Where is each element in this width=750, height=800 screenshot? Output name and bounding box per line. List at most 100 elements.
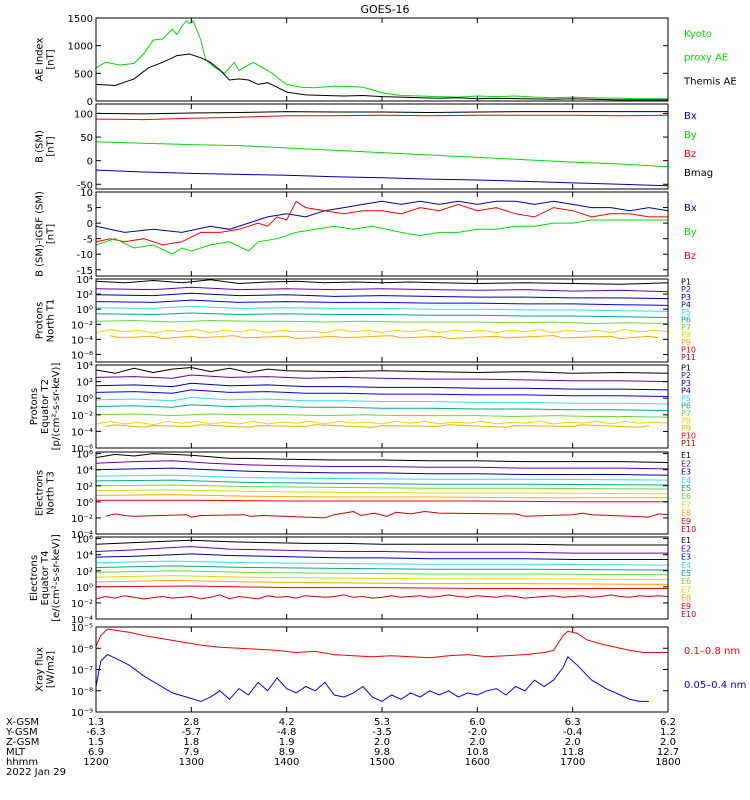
ytick-label: 10⁻² [71, 514, 93, 525]
ylabel-line: North T3 [46, 471, 57, 515]
series-en-8 [96, 500, 668, 502]
ytick-label: 0 [87, 157, 93, 168]
series-dbsm-0 [96, 201, 668, 232]
ylabel-line: [nT] [46, 224, 57, 244]
ytick-label: 10⁴ [76, 466, 93, 477]
legend-item: 0.1–0.8 nm [684, 646, 740, 657]
panel-frame [96, 104, 668, 189]
ytick-label: 10⁶ [76, 535, 93, 546]
panel-pn: 10⁴10²10⁰10⁻²10⁻⁴10⁻⁶Protons North T1P1P2… [35, 275, 697, 362]
series-ee-5 [96, 571, 668, 575]
ylabel-line: Electrons [29, 555, 40, 601]
ytick-label: 10² [76, 567, 93, 578]
legend-item: By [684, 130, 697, 141]
footer-value: 1200 [83, 757, 108, 768]
footer-value: 1500 [369, 757, 394, 768]
series-en-4 [96, 480, 668, 485]
footer-value: 1700 [560, 757, 585, 768]
ytick-label: 10⁻⁷ [71, 666, 93, 677]
legend-item: Bz [684, 149, 696, 160]
ylabel-line: Xray flux [35, 647, 46, 692]
panel-frame [96, 192, 668, 276]
footer-value: 1800 [655, 757, 680, 768]
ytick-label: 10⁰ [76, 305, 93, 316]
ytick-label: -10 [77, 250, 93, 261]
legend-item: Bmag [684, 168, 713, 179]
panel-frame [96, 279, 668, 362]
legend-item: E10 [681, 525, 696, 534]
ylabel-line: North T1 [46, 299, 57, 343]
chart-title: GOES-16 [360, 3, 409, 16]
ytick-label: 500 [74, 69, 93, 80]
series-pn-4 [96, 306, 668, 311]
legend-item: Kyoto [684, 29, 712, 40]
legend-item: Themis AE [683, 76, 737, 87]
ylabel-line: [p/(cm²-s-sr-keV)] [51, 363, 62, 451]
ylabel-line: Electrons [35, 470, 46, 516]
ytick-label: 10² [76, 378, 93, 389]
series-dbsm-1 [96, 201, 668, 245]
series-en-5 [96, 485, 668, 489]
legend-item: Bz [684, 251, 696, 262]
ytick-label: 10² [76, 290, 93, 301]
ytick-label: 10⁻² [71, 411, 93, 422]
ytick-label: 10⁻⁶ [71, 350, 93, 361]
ytick-label: 1500 [68, 14, 93, 25]
ylabel-line: AE Index [35, 37, 46, 81]
series-pn-1 [96, 287, 668, 292]
series-xray-0 [96, 629, 668, 658]
series-pe-1 [96, 375, 668, 382]
ytick-label: 10⁻² [71, 320, 93, 331]
ylabel-line: Protons [35, 302, 46, 339]
series-ee-3 [96, 561, 668, 565]
legend-item: proxy AE [684, 53, 728, 64]
series-bsm-0 [96, 112, 668, 114]
ytick-label: 10 [80, 188, 93, 199]
panel-en: 10⁶10⁴10²10⁰10⁻²10⁻⁴Electrons North T3E1E… [35, 450, 697, 541]
series-pn-6 [96, 321, 668, 324]
ytick-label: 10⁴ [76, 275, 93, 286]
series-pn-3 [96, 300, 668, 305]
legend-item: P11 [681, 353, 696, 362]
ylabel-line: [nT] [46, 49, 57, 69]
series-en-6 [96, 490, 668, 494]
ylabel-line: [nT] [46, 136, 57, 156]
ytick-label: 10⁻⁴ [71, 427, 93, 438]
series-pn-5 [96, 313, 668, 318]
footer-value: 1600 [465, 757, 490, 768]
series-ee-1 [96, 547, 668, 554]
legend-item: 0.05–0.4 nm [684, 680, 746, 691]
panel-ee: 10⁶10⁴10²10⁰10⁻²10⁻⁴Electrons Equator T4[… [29, 534, 696, 626]
series-bsm-2 [96, 142, 668, 167]
ytick-label: 10⁰ [76, 498, 93, 509]
series-pe-7 [96, 421, 668, 424]
panel-bsm: -50050100B (SM) [nT]BxByBzBmag [35, 104, 714, 191]
series-pn-8 [110, 336, 658, 339]
ylabel-line: B (SM) [35, 130, 46, 163]
series-ee-2 [96, 554, 668, 560]
ytick-label: 10⁴ [76, 551, 93, 562]
ytick-label: 10⁻⁶ [71, 644, 93, 655]
ytick-label: 0 [87, 97, 93, 108]
ytick-label: 10² [76, 482, 93, 493]
panel-ae: 050010001500AE Index [nT]Kyotoproxy AEThe… [35, 14, 737, 108]
series-en-9 [106, 512, 669, 518]
panel-xray: 10⁻⁵10⁻⁶10⁻⁷10⁻⁸10⁻⁹Xray flux [W/m2] 0.1–0… [35, 623, 747, 719]
ytick-label: 10⁰ [76, 394, 93, 405]
ylabel-line: Protons [29, 388, 40, 425]
series-pe-2 [96, 383, 668, 390]
series-xray-1 [96, 655, 649, 702]
legend-item: By [684, 227, 697, 238]
series-pe-4 [96, 397, 668, 404]
footer-value: 1400 [274, 757, 299, 768]
ylabel-line: Equator T2 [40, 379, 51, 434]
ephemeris-footer: X-GSMY-GSMZ-GSMMLThhmm2022 Jan 291.3-6.3… [5, 717, 681, 778]
series-pe-3 [96, 390, 668, 397]
panel-pe: 10⁴ 10² 10⁰ 10⁻² 10⁻⁴ 10⁻⁶ Protons Equator T2 [p… [29, 361, 696, 455]
series-pe-5 [96, 405, 668, 411]
series-dbsm-2 [96, 220, 668, 254]
series-pe-6 [96, 414, 668, 417]
footer-value: 1300 [179, 757, 204, 768]
ytick-label: -5 [83, 235, 93, 246]
series-bsm-3 [96, 170, 668, 186]
